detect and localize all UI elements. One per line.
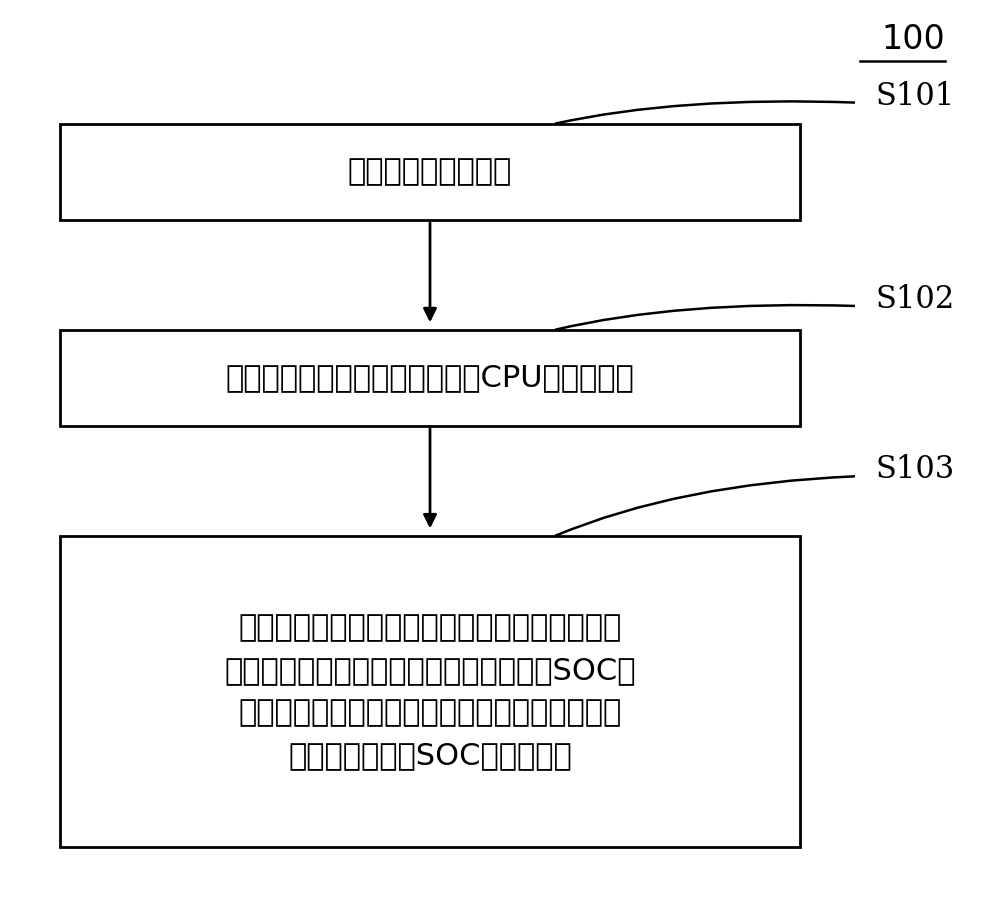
Bar	[60, 536, 800, 847]
Text: 读取预设的配置文件: 读取预设的配置文件	[348, 158, 512, 186]
Text: S103: S103	[875, 454, 954, 485]
Text: S101: S101	[875, 81, 954, 112]
Text: S102: S102	[875, 284, 954, 315]
Bar	[60, 124, 800, 220]
Text: 基于预设的配置文件，确定目标CPU核心的角色: 基于预设的配置文件，确定目标CPU核心的角色	[226, 364, 634, 392]
Text: 100: 100	[881, 23, 945, 56]
Text: 根据所确定的角色，执行以下两者中的一者：响
应于确定角色为主核，根据检测到的来自SOC外
部的升级指令进行主核刷写；响应于确定所角色
为从核，停止与SOC外部的: 根据所确定的角色，执行以下两者中的一者：响 应于确定角色为主核，根据检测到的来自…	[224, 613, 636, 770]
Bar	[60, 330, 800, 426]
